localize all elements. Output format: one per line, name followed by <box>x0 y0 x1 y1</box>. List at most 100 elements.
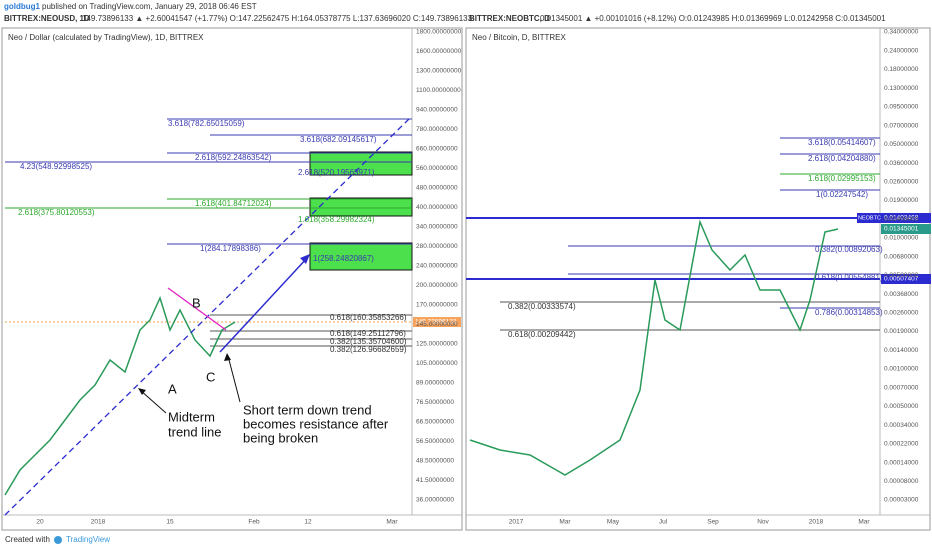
price-tag-text: 0.01403468 <box>884 215 919 222</box>
note: becomes resistance after <box>243 416 389 431</box>
x-tick-label: Jul <box>659 519 668 526</box>
y-tick-label: 0.13000000 <box>884 85 919 92</box>
y-tick-label: 560.00000000 <box>416 165 458 172</box>
right-fib-lines <box>466 137 880 331</box>
fib-lines <box>5 118 412 347</box>
price-tag <box>881 224 931 234</box>
x-tick-label: 12 <box>304 519 312 526</box>
y-tick-label: 240.00000000 <box>416 263 458 270</box>
projection-arrow <box>219 256 309 353</box>
right-title: Neo / Bitcoin, D, BITTREX <box>472 33 566 42</box>
y-tick-label: 200.00000000 <box>416 282 458 289</box>
fib-label: 0.382(126.96682659) <box>330 345 407 354</box>
y-tick-label: 170.00000000 <box>416 302 458 309</box>
footer-brand[interactable]: TradingView <box>66 535 110 544</box>
user[interactable]: goldbug1 <box>4 2 41 11</box>
y-tick-label: 0.01000000 <box>884 235 919 242</box>
y-tick-label: 780.00000000 <box>416 126 458 133</box>
y-tick-label: 0.01900000 <box>884 197 919 204</box>
x-tick-label: Mar <box>386 519 398 526</box>
y-tick-label: 660.00000000 <box>416 146 458 153</box>
point-label: C <box>206 369 215 384</box>
y-tick-label: 0.34000000 <box>884 29 919 36</box>
y-tick-label: 0.00140000 <box>884 347 919 354</box>
point-label: A <box>168 381 177 396</box>
y-tick-label: 0.09500000 <box>884 104 919 111</box>
logo <box>54 536 62 544</box>
y-tick-label: 41.50000000 <box>416 477 454 484</box>
y-tick-label: 0.24000000 <box>884 47 919 54</box>
y-tick-label: 125.00000000 <box>416 341 458 348</box>
note: being broken <box>243 430 318 445</box>
left-ticker: BITTREX:NEOUSD, 1D <box>4 14 90 23</box>
price-tag-text: 0.00507407 <box>884 276 919 283</box>
symbol-tag-text: NEOBTC <box>858 215 881 221</box>
fib-label: 4.23(548.92998525) <box>20 162 92 171</box>
arrow-head <box>224 353 231 361</box>
left-title: Neo / Dollar (calculated by TradingView)… <box>8 33 204 42</box>
y-tick-label: 0.00022000 <box>884 441 919 448</box>
x-tick-label: Mar <box>559 519 571 526</box>
fib-label: 0.786(0.00314853) <box>815 308 883 317</box>
price-tag <box>413 317 461 327</box>
x-tick-label: 15 <box>166 519 174 526</box>
pointer <box>227 355 241 403</box>
y-tick-label: 48.50000000 <box>416 458 454 465</box>
y-tick-label: 1100.00000000 <box>416 87 461 94</box>
y-tick-label: 0.00100000 <box>884 366 919 373</box>
left-quote: 149.73896133 ▲ +2.60041547 (+1.77%) O:14… <box>82 14 473 23</box>
x-tick-label: Sep <box>707 519 719 526</box>
note: Midterm <box>168 409 215 424</box>
fib-label: 1(284.17898386) <box>200 244 261 253</box>
x-tick-label: Nov <box>757 519 769 526</box>
note: trend line <box>168 424 221 439</box>
fib-label: 2.618(375.80120553) <box>18 208 95 217</box>
pointer <box>139 389 167 414</box>
y-tick-label: 76.50000000 <box>416 399 454 406</box>
fib-label: 0.618(149.25112796) <box>330 329 406 338</box>
x-tick-label: 2018 <box>809 519 824 526</box>
y-tick-label: 0.07000000 <box>884 122 919 129</box>
y-tick-label: 0.00190000 <box>884 328 919 335</box>
y-tick-label: 0.00050000 <box>884 403 919 410</box>
fib-label: 2.618(592.24863542) <box>195 153 272 162</box>
y-tick-label: 0.00070000 <box>884 384 919 391</box>
fib-label: 0.382(0.00333574) <box>508 302 576 311</box>
x-tick-label: 2017 <box>509 519 524 526</box>
y-tick-label: 0.00008000 <box>884 478 919 485</box>
y-tick-label: 1800.00000000 <box>416 29 462 36</box>
price-tag-text: 0.01345001 <box>884 226 919 233</box>
y-tick-label: 145.00000000 <box>416 321 458 328</box>
y-tick-label: 0.00368000 <box>884 291 919 298</box>
y-tick-label: 0.00034000 <box>884 422 919 429</box>
fib-label: 0.618(0.00209442) <box>508 330 576 339</box>
fib-label: 1.618(401.84712024) <box>195 199 272 208</box>
published: published on TradingView.com, January 29… <box>42 2 257 11</box>
fib-label: 0.618(0.00554881) <box>815 273 883 282</box>
fib-label: 1(0.02247542) <box>816 190 868 199</box>
y-tick-label: 480.00000000 <box>416 185 458 192</box>
note: Short term down trend <box>243 402 372 417</box>
y-tick-label: 1300.00000000 <box>416 68 462 75</box>
x-tick-label: 20 <box>36 519 44 526</box>
arrow-head <box>138 388 146 395</box>
y-tick-label: 0.01400000 <box>884 216 919 223</box>
x-tick-label: Mar <box>858 519 870 526</box>
y-tick-label: 280.00000000 <box>416 243 458 250</box>
footer-created: Created with <box>5 535 50 544</box>
y-tick-label: 0.00680000 <box>884 253 919 260</box>
fib-label: 2.618(0.04204880) <box>808 154 876 163</box>
fib-label: 0.618(160.35853266) <box>330 313 407 322</box>
price-tag <box>881 213 931 223</box>
left-panel <box>1 27 463 531</box>
point-label: B <box>192 295 201 310</box>
y-tick-label: 340.00000000 <box>416 224 458 231</box>
fib-label: 1(258.24820867) <box>313 254 374 263</box>
y-tick-label: 0.05000000 <box>884 141 919 148</box>
price-tag-text: 149.73896133 <box>415 319 457 326</box>
target-box <box>309 242 413 271</box>
fib-label: 3.618(682.09145617) <box>300 135 377 144</box>
down-trend-line <box>167 287 227 331</box>
x-tick-label: Feb <box>248 519 260 526</box>
